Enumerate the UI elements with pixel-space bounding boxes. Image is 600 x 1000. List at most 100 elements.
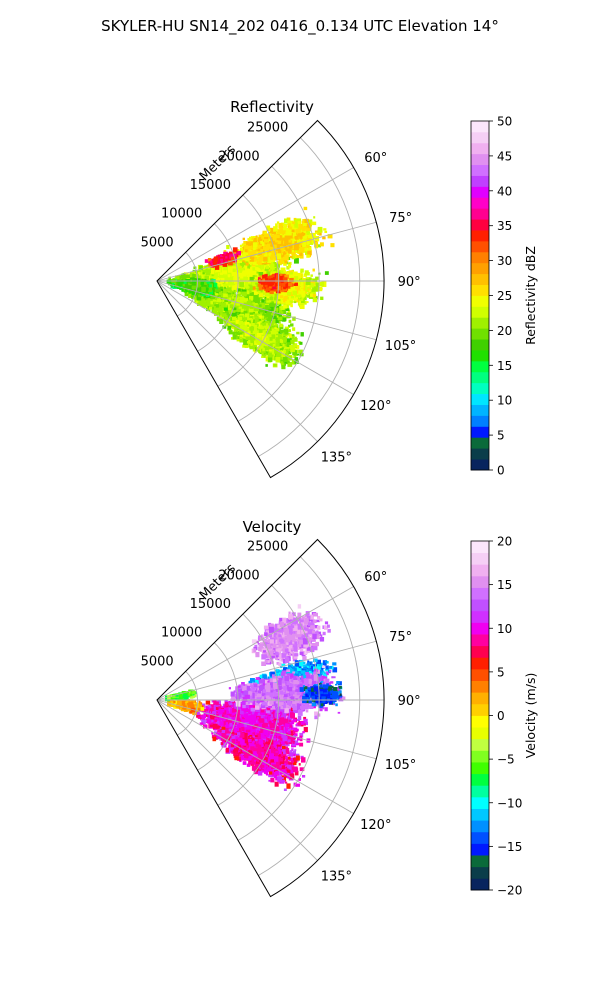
echo-cell [230,276,234,281]
echo-cell [226,245,230,250]
echo-cell [206,306,211,311]
echo-cell [244,269,250,275]
echo-cell [241,267,244,271]
echo-cell [306,231,311,235]
echo-cell [216,278,220,282]
echo-cell [251,276,257,282]
echo-cell [189,272,195,277]
echo-cell [218,299,222,303]
echo-cell [210,301,214,305]
echo-cell [296,254,299,259]
echo-cell [250,270,254,273]
echo-cell [228,281,233,286]
echo-cell [215,268,221,273]
echo-cell [238,306,242,309]
echo-cell [242,266,246,269]
echo-cell [241,308,245,311]
echo-cell [239,244,243,247]
echo-cell [245,262,249,266]
echo-cell [230,273,235,277]
echo-cell [236,260,241,266]
echo-cell [255,235,258,238]
echo-cell [223,283,227,287]
echo-cell [222,270,228,274]
echo-cell [235,284,238,288]
echo-cell [288,261,292,265]
echo-cell [199,265,203,271]
echo-cell [294,257,299,264]
echo-cell [260,264,265,270]
echo-cell [239,286,243,290]
echo-cell [224,300,227,302]
echo-cell [289,255,293,258]
echo-cell [205,269,211,276]
echo-cell [286,265,290,270]
echo-cell [241,271,246,277]
echo-cell [242,291,247,297]
echo-cell [168,276,171,280]
echo-cell [306,254,310,258]
echo-cell [175,275,180,280]
echo-cell [239,282,244,288]
echo-cell [227,274,231,278]
echo-cell [273,261,277,265]
echo-cell [198,269,201,272]
echo-cell [202,272,205,275]
echo-cell [228,267,233,273]
echo-cell [313,216,316,219]
echo-cell [279,323,283,328]
echo-cell [209,268,213,274]
echo-cell [248,273,253,277]
echo-cell [223,293,228,297]
echo-cell [204,265,207,269]
echo-cell [265,304,269,310]
echo-cell [238,267,243,272]
echo-cell [240,279,246,284]
echo-cell [252,270,257,275]
echo-cell [262,303,266,308]
echo-cell [315,231,318,234]
echo-cell [322,236,326,240]
echo-cell [258,304,262,307]
echo-cell [215,293,219,296]
echo-cell [330,243,335,248]
echo-cell [223,276,228,281]
echo-cell [261,299,265,303]
echo-cell [248,264,251,268]
echo-cell [231,292,234,295]
echo-cell [280,311,284,314]
echo-cell [323,228,327,231]
echo-cell [303,206,308,211]
echo-cell [233,289,238,293]
echo-cell [231,296,234,299]
echo-cell [227,287,232,292]
echo-cell [272,321,277,326]
echo-cell [240,274,244,279]
echo-cell [206,300,211,306]
echo-cell [257,268,260,272]
echo-cell [229,304,234,308]
echo-cell [227,263,231,268]
echo-cell [181,274,187,281]
echo-cell [271,304,275,307]
echo-cell [290,323,294,327]
echo-cell [232,272,237,276]
echo-cell [221,303,226,308]
echo-cell [233,280,238,284]
panel-title: Reflectivity [230,98,314,116]
echo-cell [244,265,248,269]
echo-cell [185,274,190,279]
echo-cell [218,267,224,273]
echo-cell [224,275,228,278]
echo-cell [262,296,266,299]
echo-cell [227,283,230,286]
echo-cell [292,316,296,321]
echo-cell [269,261,274,266]
echo-cell [256,271,259,274]
echo-cell [211,275,215,279]
echo-cell [263,268,267,273]
echo-cell [221,284,225,288]
echo-cell [265,267,270,273]
echo-cell [211,267,214,271]
echo-cell [236,280,241,284]
